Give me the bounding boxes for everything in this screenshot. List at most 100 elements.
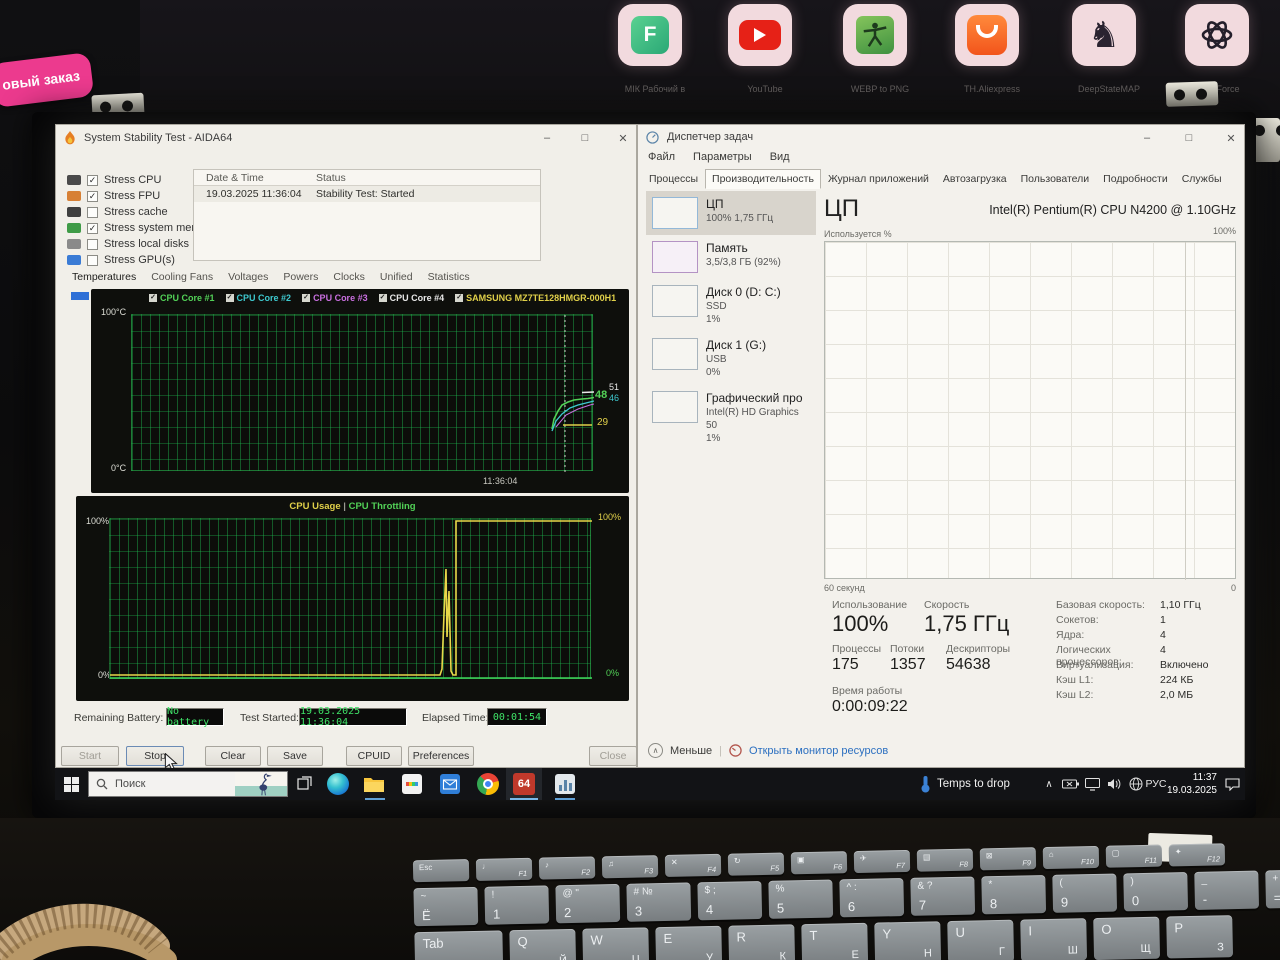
menu-options[interactable]: Параметры [693,151,752,163]
performance-sidebar: ЦП 100% 1,75 ГГц Память 3,5/3,8 ГБ (92%)… [646,191,816,451]
stress-gpu-option[interactable]: Stress GPU(s) [67,252,216,268]
tab-details[interactable]: Подробности [1103,173,1168,185]
tray-battery[interactable] [1059,768,1081,800]
cpuid-button[interactable]: CPUID [346,746,402,766]
tab-users[interactable]: Пользователи [1020,173,1090,185]
tray-volume[interactable] [1103,768,1125,800]
checkbox-checked[interactable]: ✓ [378,294,387,302]
save-button[interactable]: Save [267,746,323,766]
taskbar-chrome[interactable] [472,768,504,800]
action-center-button[interactable] [1219,768,1245,800]
checkbox-checked[interactable]: ✓ [87,222,98,234]
tray-clock[interactable]: 11:37 19.03.2025 [1159,771,1217,797]
preferences-button[interactable]: Preferences [408,746,474,766]
sidebar-item-memory[interactable]: Память 3,5/3,8 ГБ (92%) [646,235,816,279]
tray-network[interactable] [1125,768,1147,800]
tab-cooling-fans[interactable]: Cooling Fans [151,271,214,283]
taskbar-store[interactable] [396,768,428,800]
checkbox-checked[interactable]: ✓ [87,190,98,202]
legend-cpu-core3[interactable]: ✓ CPU Core #3 [302,293,368,303]
checkbox-unchecked[interactable] [87,254,98,266]
detail-row: Виртуализация: Включено [1056,659,1209,671]
uptime-label: Время работы [832,685,903,697]
tray-language[interactable]: РУС [1145,778,1167,790]
tray-chevron[interactable]: ∧ [1045,778,1053,790]
close-icon[interactable]: ✕ [1226,132,1236,145]
checkbox-unchecked[interactable] [87,238,98,250]
col-status[interactable]: Status [316,171,346,184]
fewer-details-toggle[interactable]: Меньше [670,744,713,757]
tab-services[interactable]: Службы [1181,173,1222,185]
task-manager-icon [646,130,659,144]
legend-cpu-core2[interactable]: ✓ CPU Core #2 [225,293,292,303]
stress-disks-option[interactable]: Stress local disks [67,236,216,252]
start-button[interactable]: Start [61,746,119,766]
speaker-icon [1108,779,1121,789]
tab-processes[interactable]: Процессы [649,173,699,185]
open-resource-monitor-link[interactable]: Открыть монитор ресурсов [749,744,889,757]
openai-app-icon [1185,4,1249,66]
close-button[interactable]: Close [589,746,637,766]
left-min: 0% [98,670,112,680]
maximize-icon[interactable]: □ [1185,132,1193,144]
keyboard-key: ♩ F1 [475,857,533,881]
legend-cpu-core1[interactable]: ✓ CPU Core #1 [149,293,215,303]
checkbox-checked[interactable]: ✓ [302,294,311,302]
taskbar-file-explorer[interactable] [358,768,390,800]
minimize-icon[interactable]: – [1143,132,1151,144]
sidebar-item-disk0[interactable]: Диск 0 (D: C:) SSD 1% [646,279,816,332]
taskbar-aida64[interactable]: 64 [506,768,542,800]
table-row[interactable]: 19.03.2025 11:36:04 Stability Test: Star… [194,186,540,202]
checkbox-unchecked[interactable] [87,206,98,218]
taskbar-mail[interactable] [434,768,466,800]
task-view-button[interactable] [290,768,320,800]
sidebar-item-gpu[interactable]: Графический про Intel(R) HD Graphics 50 … [646,385,816,451]
close-icon[interactable]: ✕ [618,132,628,145]
minimize-icon[interactable]: – [543,132,551,144]
legend-samsung-ssd[interactable]: ✓ SAMSUNG MZ7TE128HMGR-000H1 [455,293,617,303]
tab-clocks[interactable]: Clocks [333,271,365,283]
stress-fpu-option[interactable]: ✓ Stress FPU [67,188,216,204]
taskbar-edge[interactable] [322,768,354,800]
tab-app-history[interactable]: Журнал приложений [827,173,929,185]
sidebar-item-cpu[interactable]: ЦП 100% 1,75 ГГц [646,191,816,235]
checkbox-checked[interactable]: ✓ [225,294,234,302]
test-started-value: 19.03.2025 11:36:04 [299,706,407,728]
tab-startup[interactable]: Автозагрузка [942,173,1007,185]
tab-powers[interactable]: Powers [283,271,319,283]
battery-value: No battery [166,706,224,728]
checkbox-checked[interactable]: ✓ [87,174,98,186]
physical-keyboard: Esc ♩ F1 ♪ F2 ♫ F3 ✕ F4 ↻ F5 [412,840,1280,960]
start-button[interactable] [55,768,87,800]
checkbox-checked[interactable]: ✓ [455,294,464,302]
checkbox-checked[interactable]: ✓ [149,294,157,302]
clear-button[interactable]: Clear [205,746,261,766]
stress-cache-option[interactable]: Stress cache [67,204,216,220]
tab-voltages[interactable]: Voltages [228,271,269,283]
tab-statistics[interactable]: Statistics [427,271,470,283]
keyboard-key: ▣ F6 [790,851,848,875]
tray-thermometer[interactable] [913,768,937,800]
col-datetime[interactable]: Date & Time [206,171,264,184]
globe-icon [1129,777,1143,791]
tab-performance[interactable]: Производительность [705,169,821,189]
task-manager-window: Диспетчер задач – □ ✕ Файл Параметры Вид… [637,124,1245,768]
sidebar-item-disk1[interactable]: Диск 1 (G:) USB 0% [646,332,816,385]
taskbar-task-manager[interactable] [549,768,581,800]
app-label: МІК Рабочий в [624,84,686,94]
stress-memory-option[interactable]: ✓ Stress system memory [67,220,216,236]
tab-temperatures[interactable]: Temperatures [72,271,137,283]
stress-cpu-option[interactable]: ✓ Stress CPU [67,172,216,188]
processes-label: Процессы [832,643,882,655]
temperature-graph: ✓ CPU Core #1 ✓ CPU Core #2 ✓ CPU Core #… [91,289,629,493]
knight-icon: ♞ [1087,14,1121,55]
menu-view[interactable]: Вид [769,151,790,163]
tab-unified[interactable]: Unified [379,271,413,283]
legend-cpu-core4[interactable]: ✓ CPU Core #4 [378,293,445,303]
tray-display[interactable] [1081,768,1103,800]
left-max: 100% [86,516,110,526]
menu-file[interactable]: Файл [648,151,676,163]
maximize-icon[interactable]: □ [581,132,589,144]
search-input[interactable]: Поиск [88,771,288,797]
